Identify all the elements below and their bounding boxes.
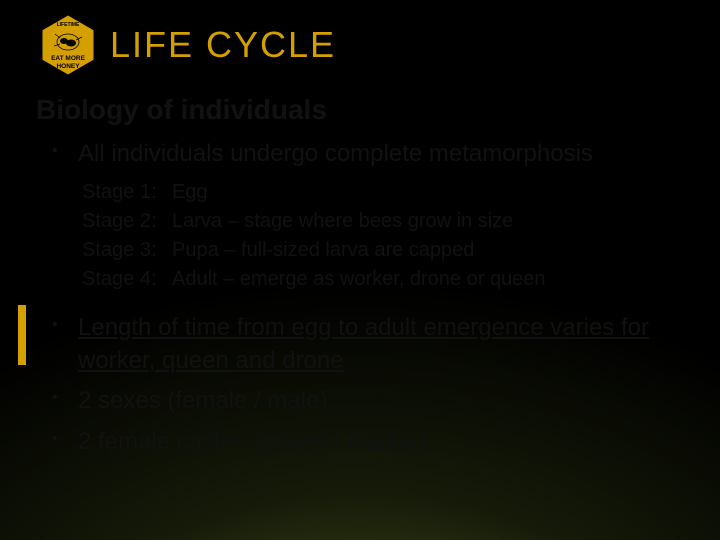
bullet-text: Length of time from egg to adult emergen… — [78, 312, 692, 377]
bullet-text: 2 female castes (queen / worker) — [78, 426, 692, 458]
stage-text: Adult – emerge as worker, drone or queen — [172, 265, 546, 294]
bullet-list: All individuals undergo complete metamor… — [44, 138, 692, 170]
svg-text:HONEY: HONEY — [56, 63, 80, 70]
list-item: Length of time from egg to adult emergen… — [44, 312, 692, 377]
bullet-text: All individuals undergo complete metamor… — [78, 138, 692, 170]
bullet-text: 2 sexes (female / male) — [78, 385, 692, 417]
stage-row: Stage 1: Egg — [82, 178, 692, 207]
honey-badge-icon: LIFETIME EAT MORE HONEY — [40, 14, 96, 76]
title-row: LIFETIME EAT MORE HONEY LIFE CYCLE — [40, 14, 692, 76]
stages-block: Stage 1: Egg Stage 2: Larva – stage wher… — [82, 178, 692, 294]
svg-text:LIFETIME: LIFETIME — [57, 22, 80, 28]
list-item: 2 female castes (queen / worker) — [44, 426, 692, 458]
svg-text:EAT MORE: EAT MORE — [51, 55, 85, 62]
stage-label: Stage 2: — [82, 207, 172, 236]
stage-row: Stage 2: Larva – stage where bees grow i… — [82, 207, 692, 236]
stage-label: Stage 4: — [82, 265, 172, 294]
content-area: All individuals undergo complete metamor… — [44, 138, 692, 458]
stage-text: Larva – stage where bees grow in size — [172, 207, 513, 236]
stage-label: Stage 3: — [82, 236, 172, 265]
stage-text: Egg — [172, 178, 208, 207]
list-item: All individuals undergo complete metamor… — [44, 138, 692, 170]
slide-subtitle: Biology of individuals — [36, 94, 692, 126]
stage-row: Stage 3: Pupa – full-sized larva are cap… — [82, 236, 692, 265]
slide-title: LIFE CYCLE — [110, 24, 336, 66]
stage-row: Stage 4: Adult – emerge as worker, drone… — [82, 265, 692, 294]
stage-label: Stage 1: — [82, 178, 172, 207]
slide: LIFETIME EAT MORE HONEY LIFE CYCLE Biolo… — [0, 0, 720, 540]
stage-text: Pupa – full-sized larva are capped — [172, 236, 474, 265]
list-item: 2 sexes (female / male) — [44, 385, 692, 417]
bullet-list-lower: Length of time from egg to adult emergen… — [44, 312, 692, 458]
